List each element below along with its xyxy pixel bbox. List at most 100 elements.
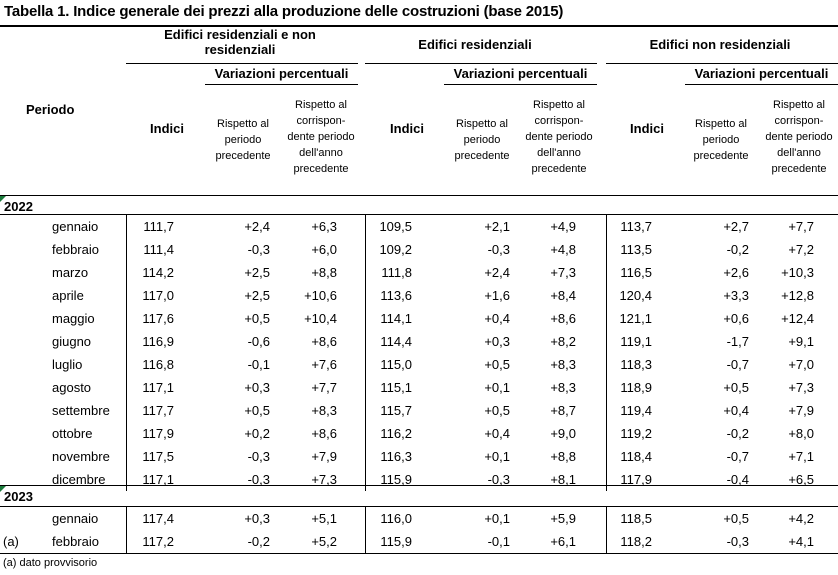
- value-cell: 115,7: [380, 403, 412, 418]
- value-cell: +0,1: [484, 449, 510, 464]
- column-separator: [365, 307, 366, 330]
- table-row: (a) febbraio 117,2 -0,2 +5,2 115,9 -0,1 +6,1 118…: [0, 530, 838, 553]
- value-cell: 117,6: [142, 311, 174, 326]
- value-cell: +7,9: [311, 449, 337, 464]
- group-header-residenziali-e-non: Edifici residenziali e non residenziali: [164, 27, 316, 57]
- value-cell: -0,2: [726, 426, 749, 441]
- table-title: Tabella 1. Indice generale dei prezzi al…: [4, 3, 564, 20]
- column-separator: [126, 261, 127, 284]
- column-separator: [365, 507, 366, 530]
- periodo-header: Periodo: [26, 102, 75, 117]
- value-cell: 116,0: [380, 511, 412, 526]
- table-row: dicembre 117,1 -0,3 +7,3 115,9 -0,3 +8,1 117,9 -…: [0, 468, 838, 491]
- table-row: settembre 117,7 +0,5 +8,3 115,7 +0,5 +8,7 119,4…: [0, 399, 838, 422]
- value-cell: +0,6: [723, 311, 749, 326]
- indici-header-1: Indici: [150, 121, 184, 136]
- value-cell: +10,3: [781, 265, 814, 280]
- column-separator: [606, 307, 607, 330]
- month-cell: agosto: [52, 380, 92, 395]
- value-cell: 118,3: [620, 357, 652, 372]
- value-cell: +0,5: [484, 357, 510, 372]
- value-cell: +0,3: [484, 334, 510, 349]
- value-cell: +2,5: [244, 288, 270, 303]
- value-cell: -0,2: [247, 534, 270, 549]
- value-cell: +0,5: [244, 311, 270, 326]
- year-rule-2022: [0, 214, 838, 215]
- table-row: gennaio 111,7 +2,4 +6,3 109,5 +2,1 +4,9 113,7 +2…: [0, 215, 838, 238]
- value-cell: 111,7: [143, 219, 174, 234]
- value-cell: -0,3: [487, 242, 510, 257]
- rispetto-precedente-2: Rispetto al periodo precedente: [454, 118, 510, 162]
- table-row: marzo 114,2 +2,5 +8,8 111,8 +2,4 +7,3 116,5 +2,6…: [0, 261, 838, 284]
- value-cell: 109,2: [379, 242, 412, 257]
- value-cell: +6,3: [311, 219, 337, 234]
- month-cell: marzo: [52, 265, 89, 280]
- month-cell: febbraio: [52, 534, 99, 549]
- table-row: aprile 117,0 +2,5 +10,6 113,6 +1,6 +8,4 120,4 +3…: [0, 284, 838, 307]
- value-cell: +5,9: [550, 511, 576, 526]
- column-separator: [126, 353, 127, 376]
- section-rule-2022-end: [0, 485, 838, 486]
- column-separator: [606, 261, 607, 284]
- value-cell: +4,9: [550, 219, 576, 234]
- column-separator: [365, 422, 366, 445]
- year-label-2022: 2022: [4, 199, 33, 214]
- column-separator: [365, 261, 366, 284]
- header-bottom-rule: [0, 195, 838, 196]
- value-cell: +3,3: [723, 288, 749, 303]
- value-cell: +8,1: [550, 472, 576, 487]
- value-cell: 118,2: [620, 534, 652, 549]
- value-cell: -0,4: [726, 472, 749, 487]
- column-separator: [365, 399, 366, 422]
- value-cell: 117,9: [142, 426, 174, 441]
- variazioni-label-3: Variazioni percentuali: [694, 66, 829, 81]
- month-cell: gennaio: [52, 511, 99, 526]
- value-cell: +4,2: [788, 511, 814, 526]
- group-rule-3: [606, 63, 838, 64]
- column-separator: [126, 468, 127, 491]
- value-cell: +0,2: [244, 426, 270, 441]
- value-cell: 117,2: [142, 534, 174, 549]
- value-cell: 116,2: [380, 426, 412, 441]
- value-cell: -0,1: [487, 534, 510, 549]
- value-cell: -0,3: [247, 472, 270, 487]
- column-separator: [606, 422, 607, 445]
- row-note: (a): [3, 534, 19, 549]
- value-cell: +2,4: [484, 265, 510, 280]
- column-separator: [365, 468, 366, 491]
- indici-header-3: Indici: [630, 121, 664, 136]
- value-cell: -1,7: [726, 334, 749, 349]
- value-cell: 120,4: [619, 288, 652, 303]
- month-cell: dicembre: [52, 472, 106, 487]
- value-cell: +1,6: [484, 288, 510, 303]
- month-cell: novembre: [52, 449, 110, 464]
- value-cell: 114,2: [142, 265, 174, 280]
- value-cell: 117,9: [620, 472, 652, 487]
- value-cell: 109,5: [379, 219, 412, 234]
- value-cell: 113,7: [620, 219, 652, 234]
- value-cell: +0,5: [484, 403, 510, 418]
- month-cell: settembre: [52, 403, 110, 418]
- value-cell: +5,2: [311, 534, 337, 549]
- column-separator: [126, 330, 127, 353]
- column-separator: [606, 530, 607, 553]
- value-cell: +6,5: [788, 472, 814, 487]
- value-cell: +2,4: [244, 219, 270, 234]
- table-row: ottobre 117,9 +0,2 +8,6 116,2 +0,4 +9,0 119,2 -0…: [0, 422, 838, 445]
- value-cell: 117,0: [142, 288, 174, 303]
- value-cell: +7,3: [788, 380, 814, 395]
- column-separator: [126, 507, 127, 530]
- column-separator: [606, 468, 607, 491]
- value-cell: +0,4: [723, 403, 749, 418]
- month-cell: ottobre: [52, 426, 93, 441]
- value-cell: 118,4: [620, 449, 652, 464]
- value-cell: +8,0: [788, 426, 814, 441]
- value-cell: +8,2: [550, 334, 576, 349]
- year-marker: [0, 486, 6, 492]
- column-separator: [126, 284, 127, 307]
- value-cell: +6,0: [311, 242, 337, 257]
- month-cell: giugno: [52, 334, 92, 349]
- value-cell: +7,9: [788, 403, 814, 418]
- indici-header-2: Indici: [390, 121, 424, 136]
- column-separator: [606, 376, 607, 399]
